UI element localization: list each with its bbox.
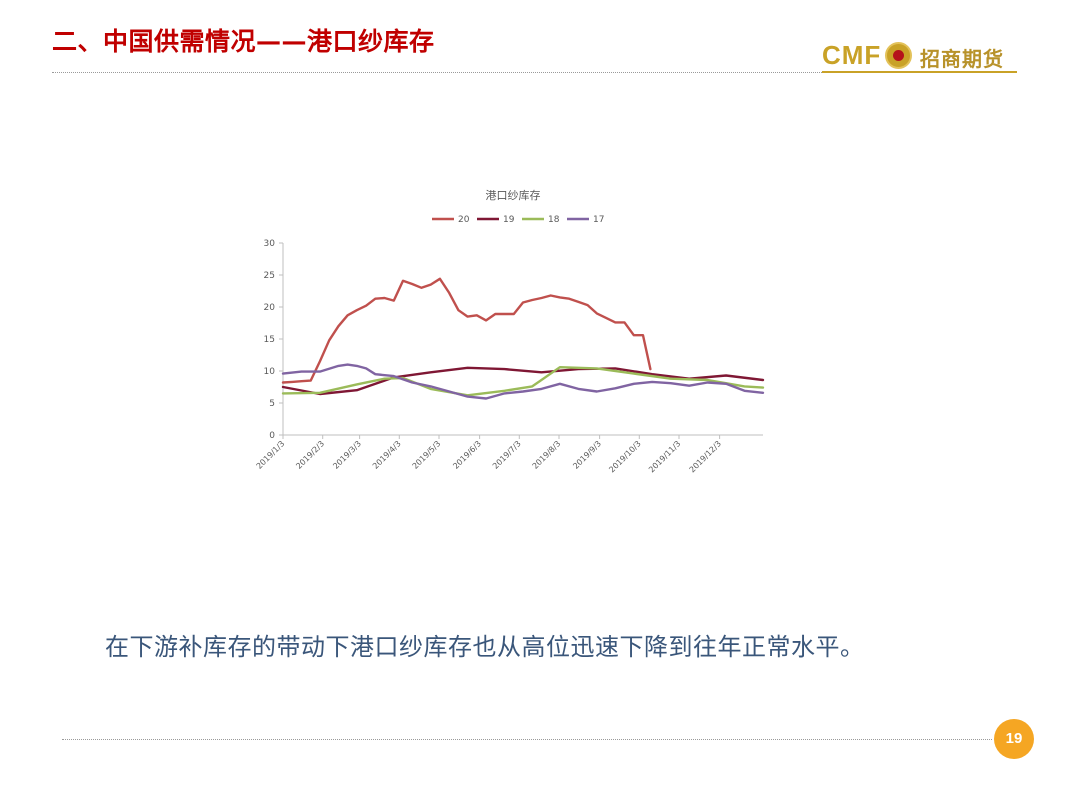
x-tick-label: 2019/8/3	[531, 439, 563, 471]
logo-chinese-text: 招商期货	[920, 47, 1004, 71]
logo-underline	[822, 71, 1017, 73]
y-tick-label: 5	[269, 399, 275, 409]
legend-label-19: 19	[503, 215, 515, 225]
x-tick-label: 2019/12/3	[688, 439, 723, 474]
legend-label-20: 20	[458, 215, 470, 225]
x-tick-label: 2019/6/3	[451, 439, 483, 471]
series-line-20	[281, 277, 652, 384]
logo-emblem-icon	[885, 42, 912, 69]
x-tick-label: 2019/9/3	[571, 439, 603, 471]
slide-caption: 在下游补库存的带动下港口纱库存也从高位迅速下降到往年正常水平。	[105, 633, 865, 661]
x-tick-label: 2019/11/3	[647, 439, 682, 474]
x-tick-label: 2019/5/3	[411, 439, 443, 471]
logo-cmf-text: CMF	[822, 40, 882, 70]
y-tick-label: 25	[264, 271, 275, 281]
y-tick-label: 30	[264, 239, 276, 249]
series-line-18	[281, 365, 765, 397]
slide-title: 二、中国供需情况——港口纱库存	[52, 27, 435, 56]
x-tick-label: 2019/1/3	[255, 439, 287, 471]
y-tick-label: 15	[264, 335, 275, 345]
page-number-badge: 19	[994, 719, 1034, 759]
y-tick-label: 10	[264, 367, 276, 377]
chart-series	[281, 277, 765, 400]
x-tick-label: 2019/10/3	[607, 439, 642, 474]
x-tick-label: 2019/3/3	[331, 439, 363, 471]
footer-divider	[62, 739, 992, 740]
y-tick-label: 20	[264, 303, 276, 313]
chart-title: 港口纱库存	[486, 188, 541, 202]
y-tick-label: 0	[269, 431, 275, 441]
x-tick-label: 2019/4/3	[371, 439, 403, 471]
series-line-19	[281, 366, 765, 396]
legend-label-17: 17	[593, 215, 604, 225]
x-tick-label: 2019/2/3	[294, 439, 326, 471]
series-line-17	[281, 363, 765, 400]
legend-label-18: 18	[548, 215, 560, 225]
company-logo: CMF 招商期货	[822, 38, 1022, 74]
chart-legend: 20 19 18 17	[432, 215, 604, 225]
x-tick-label: 2019/7/3	[491, 439, 523, 471]
header-divider	[52, 72, 822, 73]
